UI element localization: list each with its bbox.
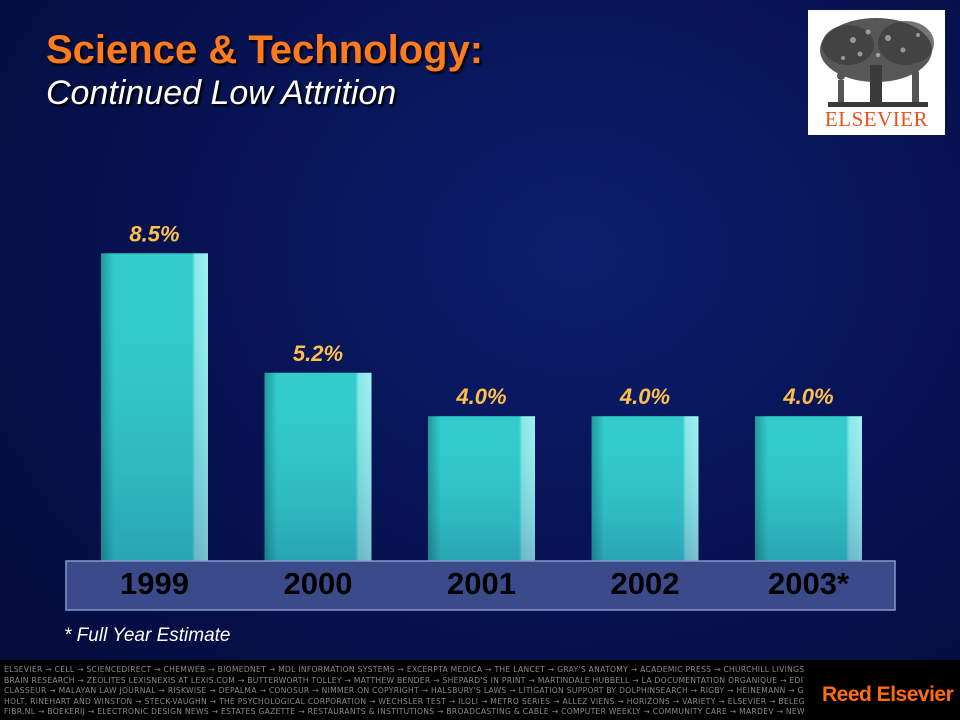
- imprint-line: FIBR.NL → BOEKERIJ → ELECTRONIC DESIGN N…: [4, 707, 804, 716]
- imprint-list: ELSEVIER → CELL → SCIENCEDIRECT → CHEMWE…: [4, 665, 804, 718]
- imprint-line: ELSEVIER → CELL → SCIENCEDIRECT → CHEMWE…: [4, 665, 804, 674]
- imprint-band: ELSEVIER → CELL → SCIENCEDIRECT → CHEMWE…: [0, 660, 960, 720]
- data-label: 4.0%: [455, 384, 506, 409]
- category-label: 2002: [611, 566, 680, 601]
- bar-shading: [428, 416, 535, 561]
- bar-shading: [264, 372, 372, 561]
- category-label: 2000: [284, 566, 353, 601]
- data-label: 4.0%: [782, 384, 833, 409]
- category-label: 2003*: [768, 566, 850, 601]
- slide-title: Science & Technology:: [46, 28, 484, 72]
- bar-shading: [591, 416, 699, 561]
- category-label: 2001: [447, 566, 516, 601]
- category-label: 1999: [120, 566, 189, 601]
- reed-elsevier-logo: Reed Elsevier: [822, 683, 954, 706]
- elsevier-logo: ELSEVIER: [808, 10, 945, 135]
- imprint-line: HOLT, RINEHART AND WINSTON → STECK-VAUGH…: [4, 696, 804, 706]
- elsevier-wordmark: ELSEVIER: [824, 107, 929, 131]
- category-axis-band: [65, 560, 896, 611]
- footnote: * Full Year Estimate: [64, 625, 231, 646]
- data-label: 4.0%: [619, 384, 670, 409]
- data-label: 8.5%: [129, 221, 179, 246]
- tree-emblem-icon: [820, 18, 934, 107]
- slide-subtitle: Continued Low Attrition: [46, 74, 397, 112]
- data-label: 5.2%: [293, 341, 343, 366]
- bar-shading: [755, 416, 862, 561]
- bar-shading: [101, 253, 208, 562]
- imprint-line: BRAIN RESEARCH → ZEOLITES LEXISNEXIS AT …: [4, 675, 804, 685]
- imprint-line: CLASSEUR → MALAYAN LAW JOURNAL → RISKWIS…: [4, 686, 804, 695]
